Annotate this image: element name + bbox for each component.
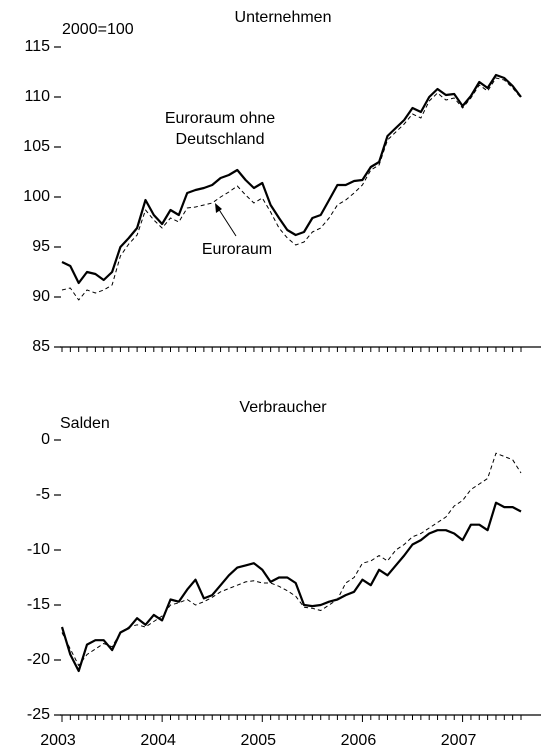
unit-label: 2000=100 bbox=[62, 21, 134, 38]
y-tick-label: 100 bbox=[23, 188, 50, 205]
y-tick-label: 105 bbox=[23, 138, 50, 155]
chart-title: Unternehmen bbox=[235, 9, 332, 26]
annotation-arrow bbox=[217, 207, 237, 237]
series-label: Euroraum bbox=[202, 241, 272, 258]
series-label: Euroraum ohne Deutschland bbox=[164, 110, 276, 148]
series-line bbox=[60, 501, 522, 673]
y-tick-label: 85 bbox=[32, 338, 50, 355]
y-tick-label: -5 bbox=[36, 486, 50, 503]
series-line bbox=[61, 452, 522, 666]
y-tick-label: 115 bbox=[24, 38, 50, 55]
x-tick-label: 2007 bbox=[441, 732, 477, 749]
unit-label: Salden bbox=[60, 415, 110, 432]
series-line bbox=[61, 77, 522, 301]
arrow-head bbox=[215, 203, 222, 213]
y-tick-label: -15 bbox=[27, 596, 50, 613]
y-tick-label: 0 bbox=[41, 431, 50, 448]
y-tick-label: 95 bbox=[32, 238, 50, 255]
y-tick-label: 90 bbox=[32, 288, 50, 305]
series-line bbox=[61, 73, 522, 285]
y-tick-label: -20 bbox=[27, 651, 50, 668]
x-tick-label: 2005 bbox=[240, 732, 276, 749]
y-tick-label: -25 bbox=[27, 706, 50, 723]
x-tick-label: 2004 bbox=[140, 732, 176, 749]
x-tick-label: 2003 bbox=[40, 732, 76, 749]
y-tick-label: -10 bbox=[27, 541, 50, 558]
y-tick-label: 110 bbox=[24, 88, 50, 105]
chart-title: Verbraucher bbox=[239, 399, 327, 416]
x-tick-label: 2006 bbox=[341, 732, 377, 749]
